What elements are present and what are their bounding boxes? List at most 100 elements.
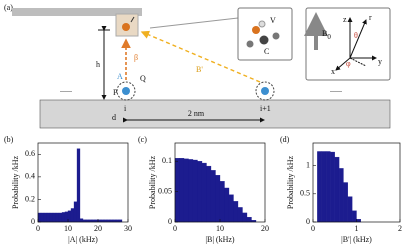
- bar: [210, 170, 216, 223]
- bar: [183, 158, 189, 223]
- bar: [188, 159, 194, 223]
- atom: [258, 20, 266, 28]
- label: ......: [60, 85, 72, 94]
- label: z: [343, 15, 347, 24]
- y-tick-label: 0: [168, 217, 172, 226]
- r-vector: [349, 19, 367, 59]
- y-tick-label: 1: [306, 160, 310, 169]
- x-tick-label: 2: [398, 224, 402, 233]
- bar: [52, 212, 57, 223]
- bar: [58, 212, 63, 223]
- zoom-line: [149, 17, 239, 29]
- label: B': [196, 65, 203, 74]
- tip: [12, 8, 142, 16]
- bar: [64, 211, 69, 223]
- bar: [49, 212, 54, 223]
- schematic: (a) h ...... ...... β B' A Q P i i+1 d 2…: [4, 3, 391, 129]
- x-tick-label: 0: [311, 224, 315, 233]
- x-tick-label: 10: [216, 224, 224, 233]
- bar: [325, 151, 331, 223]
- label: 2 nm: [188, 109, 205, 118]
- label: B0: [322, 29, 331, 41]
- bar: [46, 212, 51, 223]
- bar: [351, 210, 357, 223]
- x-axis-label: |B'| (kHz): [341, 235, 372, 244]
- bar: [237, 207, 243, 223]
- bar: [73, 201, 78, 223]
- label: P: [113, 88, 118, 97]
- surface: [39, 99, 391, 129]
- bar: [242, 212, 248, 223]
- label: C: [264, 47, 269, 56]
- y-tick-label: 0: [31, 217, 35, 226]
- spin-arrow: [130, 16, 135, 23]
- bar: [76, 148, 81, 223]
- label: ......: [330, 85, 342, 94]
- bar: [334, 156, 340, 223]
- x-axis-label: |B| (kHz): [205, 235, 235, 244]
- label: φ: [346, 59, 351, 68]
- bar: [246, 216, 252, 223]
- bprime-arrow: [140, 30, 261, 83]
- label: d: [112, 113, 116, 122]
- bar: [233, 201, 239, 223]
- bar: [55, 212, 60, 223]
- bar: [61, 212, 66, 223]
- plot-frame: [37, 142, 129, 223]
- label: V: [270, 16, 276, 25]
- x-tick-label: 0: [173, 224, 177, 233]
- x-axis: [335, 57, 351, 71]
- x-tick-label: 1: [355, 224, 359, 233]
- bar: [43, 212, 48, 223]
- y-tick-label: 0: [306, 217, 310, 226]
- bar: [197, 161, 203, 223]
- bar: [79, 218, 84, 223]
- label: r: [369, 13, 372, 22]
- label: h: [96, 60, 100, 69]
- atom: [259, 35, 269, 45]
- panel-label: (d): [280, 135, 290, 144]
- atom: [272, 32, 280, 40]
- y-tick-label: 0.1: [162, 156, 172, 165]
- x-tick-label: 30: [124, 224, 132, 233]
- y-tick-label: 0.05: [158, 186, 172, 195]
- label: 0: [327, 33, 331, 41]
- x-tick-label: 0: [36, 224, 40, 233]
- label: β: [134, 53, 138, 62]
- bar: [179, 158, 185, 223]
- x-tick-label: 10: [64, 224, 72, 233]
- bar: [40, 212, 45, 223]
- y-tick-label: 0.5: [300, 189, 310, 198]
- bar: [321, 151, 327, 223]
- y-tick-label: 0.2: [25, 194, 35, 203]
- panel-label: (b): [4, 135, 14, 144]
- x-tick-label: 20: [261, 224, 269, 233]
- bar: [219, 181, 225, 223]
- panel-label: (c): [138, 135, 147, 144]
- inset-axes: [305, 7, 391, 81]
- nv-spin: [122, 23, 130, 31]
- label: B: [322, 29, 327, 38]
- bar: [338, 168, 344, 223]
- bar: [192, 159, 198, 223]
- spin-core: [261, 87, 269, 95]
- panel-label: (a): [4, 3, 13, 12]
- label: i: [124, 104, 127, 113]
- x-axis-label: |A| (kHz): [68, 235, 98, 244]
- bar: [343, 182, 348, 223]
- label: θ: [354, 31, 358, 40]
- bar: [228, 194, 234, 223]
- bar: [37, 212, 42, 223]
- bar: [347, 196, 353, 223]
- label: y: [378, 57, 382, 66]
- bar: [70, 208, 75, 223]
- bar: [224, 187, 230, 223]
- spin-i1: [255, 81, 275, 101]
- bar: [174, 158, 180, 223]
- bar: [215, 175, 221, 223]
- y-axis-label: Probability /kHz: [148, 156, 157, 210]
- bar: [317, 151, 322, 223]
- label: Q: [140, 74, 146, 83]
- atom: [246, 40, 254, 48]
